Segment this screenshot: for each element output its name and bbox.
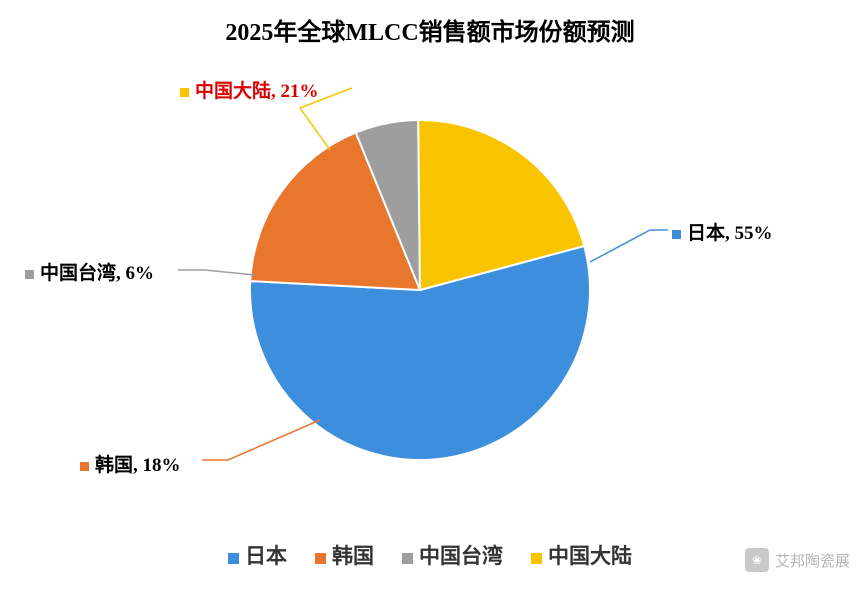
legend-swatch	[315, 553, 326, 564]
legend-swatch	[531, 553, 542, 564]
legend-item: 中国台湾	[402, 540, 503, 570]
leader-line	[590, 230, 668, 262]
slice-label: 中国大陆, 21%	[180, 76, 319, 103]
legend-item: 日本	[228, 540, 287, 570]
label-marker	[80, 462, 89, 471]
legend-item: 韩国	[315, 540, 374, 570]
label-marker	[672, 230, 681, 239]
legend-label: 中国大陆	[548, 544, 632, 568]
legend-item: 中国大陆	[531, 540, 632, 570]
legend-label: 韩国	[332, 544, 374, 568]
watermark-text: 艾邦陶瓷展	[775, 550, 850, 571]
watermark: ❀ 艾邦陶瓷展	[745, 548, 850, 572]
label-text: 中国台湾, 6%	[40, 263, 154, 284]
slice-label: 中国台湾, 6%	[25, 258, 154, 285]
legend-swatch	[228, 553, 239, 564]
watermark-icon: ❀	[745, 548, 769, 572]
label-text: 日本, 55%	[687, 223, 773, 244]
pie-svg	[250, 120, 590, 460]
leader-line	[178, 270, 255, 275]
label-marker	[25, 270, 34, 279]
slice-label: 日本, 55%	[672, 218, 773, 245]
legend-label: 日本	[245, 544, 287, 568]
chart-title: 2025年全球MLCC销售额市场份额预测	[0, 12, 860, 47]
slice-label: 韩国, 18%	[80, 450, 181, 477]
label-text: 中国大陆, 21%	[195, 81, 319, 102]
chart-container: 2025年全球MLCC销售额市场份额预测 日本, 55% 韩国, 18% 中国台湾,…	[0, 0, 860, 590]
pie-chart	[250, 120, 590, 460]
legend-label: 中国台湾	[419, 544, 503, 568]
label-marker	[180, 88, 189, 97]
legend-swatch	[402, 553, 413, 564]
label-text: 韩国, 18%	[95, 455, 181, 476]
legend: 日本 韩国 中国台湾 中国大陆	[0, 540, 860, 570]
